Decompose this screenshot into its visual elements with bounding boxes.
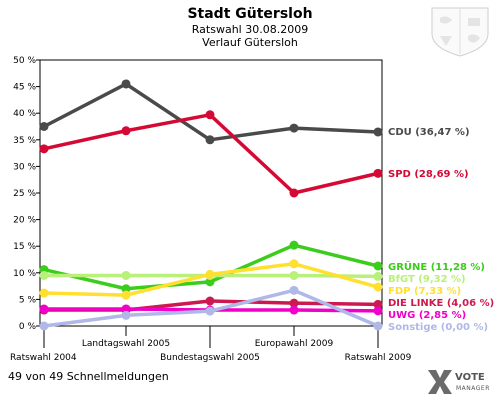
data-point xyxy=(121,310,131,320)
series-end-label: FDP (7,33 %) xyxy=(388,286,461,297)
data-point xyxy=(39,288,49,298)
data-point xyxy=(373,282,383,292)
status-text: 49 von 49 Schnellmeldungen xyxy=(8,370,169,383)
data-point xyxy=(373,321,383,331)
data-point xyxy=(205,269,215,279)
y-tick-label: 50 % xyxy=(13,56,36,66)
data-point xyxy=(289,240,299,250)
series-end-label: UWG (2,85 %) xyxy=(388,310,466,321)
y-tick-label: 20 % xyxy=(13,216,36,226)
data-point xyxy=(121,284,131,294)
data-point xyxy=(121,304,131,314)
x-tick-label: Ratswahl 2009 xyxy=(345,353,412,363)
series-end-label: CDU (36,47 %) xyxy=(388,127,470,138)
chart-subtitle: Ratswahl 30.08.2009 xyxy=(192,23,308,36)
data-point xyxy=(373,306,383,316)
series-labels: CDU (36,47 %) SPD (28,69 %) GRÜNE (11,28 %… xyxy=(388,127,494,333)
data-point xyxy=(373,168,383,178)
data-point xyxy=(39,321,49,331)
x-tick-label: Ratswahl 2004 xyxy=(10,353,77,363)
y-tick-label: 5 % xyxy=(19,295,37,305)
x-tick-label: Landtagswahl 2005 xyxy=(82,339,170,349)
y-tick-label: 30 % xyxy=(13,162,36,172)
vote-manager-logo: VOTE MANAGER xyxy=(428,370,490,394)
data-point xyxy=(39,304,49,314)
series-cdu xyxy=(39,79,383,145)
y-tick-label: 15 % xyxy=(13,242,36,252)
y-tick-label: 45 % xyxy=(13,83,36,93)
data-point xyxy=(289,259,299,269)
series-end-label: DIE LINKE (4,06 %) xyxy=(388,298,494,309)
data-point xyxy=(373,127,383,137)
y-tick-label: 25 % xyxy=(13,189,36,199)
x-axis: Ratswahl 2004 Landtagswahl 2005 Bundestags… xyxy=(10,326,412,363)
data-point xyxy=(289,270,299,280)
data-point xyxy=(289,123,299,133)
data-point xyxy=(289,188,299,198)
vote-manager-logo-subtext: MANAGER xyxy=(456,385,490,392)
series-spd xyxy=(39,110,383,198)
series-end-label: BfGT (9,32 %) xyxy=(388,274,466,285)
data-point xyxy=(121,79,131,89)
chart-subtitle-2: Verlauf Gütersloh xyxy=(202,36,298,49)
y-tick-label: 35 % xyxy=(13,136,36,146)
chart-title: Stadt Gütersloh xyxy=(187,6,312,22)
vote-manager-logo-text: VOTE xyxy=(455,372,485,383)
data-point xyxy=(373,261,383,271)
x-tick-label: Bundestagswahl 2005 xyxy=(160,353,260,363)
series-end-label: GRÜNE (11,28 %) xyxy=(388,259,485,273)
data-point xyxy=(289,305,299,315)
data-point xyxy=(205,306,215,316)
y-tick-label: 10 % xyxy=(13,269,36,279)
data-point xyxy=(373,271,383,281)
series-sonstige xyxy=(39,285,383,331)
coat-of-arms-icon xyxy=(431,7,489,57)
data-point xyxy=(205,110,215,120)
data-point xyxy=(205,277,215,287)
data-point xyxy=(39,144,49,154)
y-tick-label: 40 % xyxy=(13,109,36,119)
data-point xyxy=(121,270,131,280)
data-point xyxy=(289,298,299,308)
data-point xyxy=(205,296,215,306)
data-point xyxy=(39,122,49,131)
data-point xyxy=(39,270,49,280)
data-point xyxy=(205,135,215,145)
data-point xyxy=(289,285,299,295)
series-end-label: SPD (28,69 %) xyxy=(388,169,469,180)
y-tick-label: 0 % xyxy=(19,322,37,332)
series-end-label: Sonstige (0,00 %) xyxy=(388,322,488,333)
data-point xyxy=(373,299,383,309)
y-axis: 0 % 5 % 10 % 15 % 20 % 25 % 30 % 35 % 40 % 45 % 50… xyxy=(13,56,40,332)
data-point xyxy=(121,126,131,136)
series-layer xyxy=(39,79,383,331)
series-fdp xyxy=(39,259,383,300)
x-tick-label: Europawahl 2009 xyxy=(255,339,334,349)
data-point xyxy=(121,290,131,300)
